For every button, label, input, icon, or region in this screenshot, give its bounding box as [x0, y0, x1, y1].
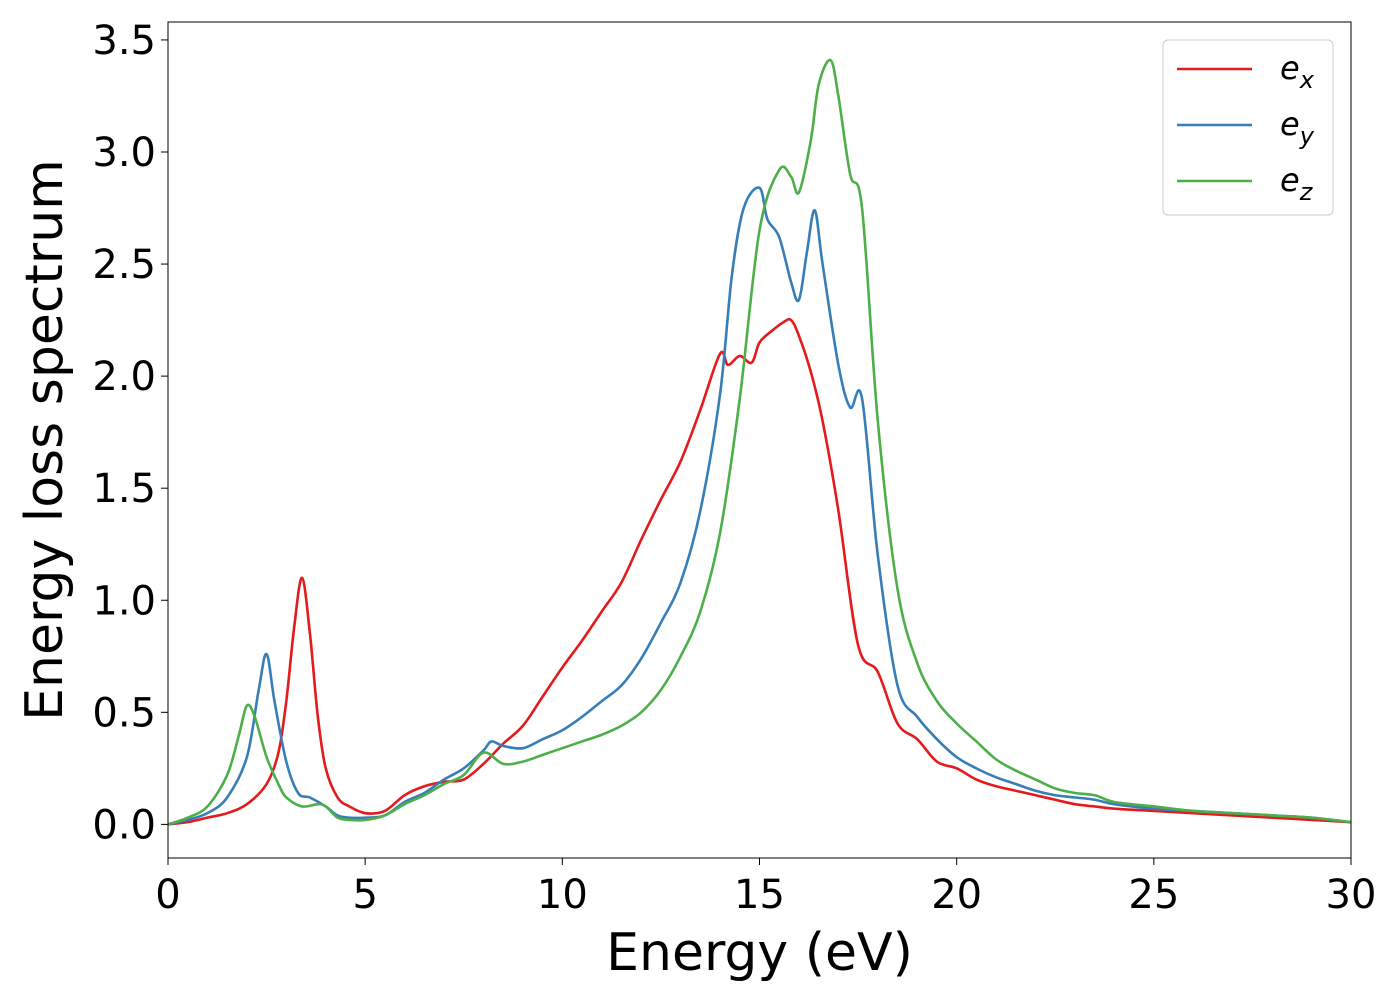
legend-label-subscript: x: [1299, 66, 1315, 94]
legend-box: [1162, 39, 1334, 216]
y-tick-label: 1.5: [92, 466, 156, 512]
series-layer: [167, 58, 1352, 826]
axes: 0 5 10 15 20 25 30 0.0 0.5 1.0 1.5 2.0 2.5 3.0 3.5: [92, 18, 1376, 918]
x-tick-label: 15: [734, 872, 785, 918]
legend-label-ey: ey: [1280, 105, 1315, 150]
y-tick-label: 2.5: [92, 242, 156, 288]
x-tick-label: 0: [155, 872, 180, 918]
y-tick-label: 2.0: [92, 354, 156, 400]
x-axis-title: Energy (eV): [606, 923, 913, 983]
x-tick-label: 25: [1128, 872, 1179, 918]
legend-label-ez: ez: [1280, 161, 1314, 206]
legend-label-base: e: [1280, 49, 1300, 87]
y-tick-label: 0.0: [92, 802, 156, 848]
y-tick-label: 3.0: [92, 130, 156, 176]
y-tick-label: 1.0: [92, 578, 156, 624]
y-tick-label: 0.5: [92, 690, 156, 736]
legend-label-subscript: y: [1299, 122, 1315, 150]
x-tick-label: 5: [352, 872, 377, 918]
y-axis-title: Energy loss spectrum: [15, 159, 75, 721]
legend-label-base: e: [1280, 161, 1300, 199]
x-tick-label: 20: [931, 872, 982, 918]
legend-label-ex: ex: [1280, 49, 1315, 94]
legend-label-subscript: z: [1299, 178, 1314, 206]
series-line-ex: [167, 317, 1352, 826]
legend-label-base: e: [1280, 105, 1300, 143]
series-line-ez: [167, 58, 1352, 826]
y-tick-label: 3.5: [92, 18, 156, 64]
x-tick-label: 30: [1326, 872, 1377, 918]
x-tick-label: 10: [537, 872, 588, 918]
